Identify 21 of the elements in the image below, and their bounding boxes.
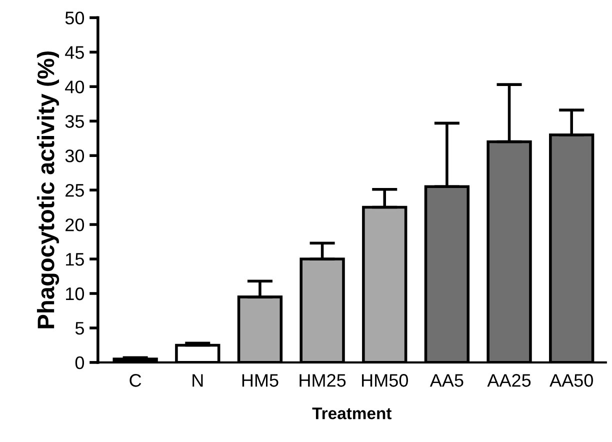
y-tick-label: 20	[66, 218, 84, 232]
x-tick-label: AA50	[550, 374, 593, 387]
y-tick-label: 30	[65, 150, 84, 162]
x-tick-label: HM50	[362, 374, 408, 387]
x-tick-label: C	[130, 374, 142, 387]
x-tick-label: HM5	[242, 374, 278, 387]
y-tick-label: 5	[75, 322, 84, 335]
x-tick-label: N	[192, 374, 203, 387]
x-tick-label: AA5	[430, 374, 464, 387]
y-tick-label: 45	[65, 46, 84, 59]
y-axis-title: Phagocytotic activity (%)	[36, 51, 60, 328]
y-tick-label: 35	[65, 115, 84, 128]
y-tick-label: 10	[66, 287, 84, 300]
y-tick-label: 40	[65, 80, 84, 94]
y-tick-label: 0	[75, 356, 84, 370]
x-tick-label: HM25	[300, 374, 346, 387]
y-tick-label: 25	[66, 184, 84, 197]
y-tick-label: 50	[65, 12, 84, 24]
x-tick-label: AA25	[487, 374, 531, 387]
y-tick-label: 15	[66, 253, 84, 266]
x-axis-title: Treatment	[312, 408, 392, 420]
